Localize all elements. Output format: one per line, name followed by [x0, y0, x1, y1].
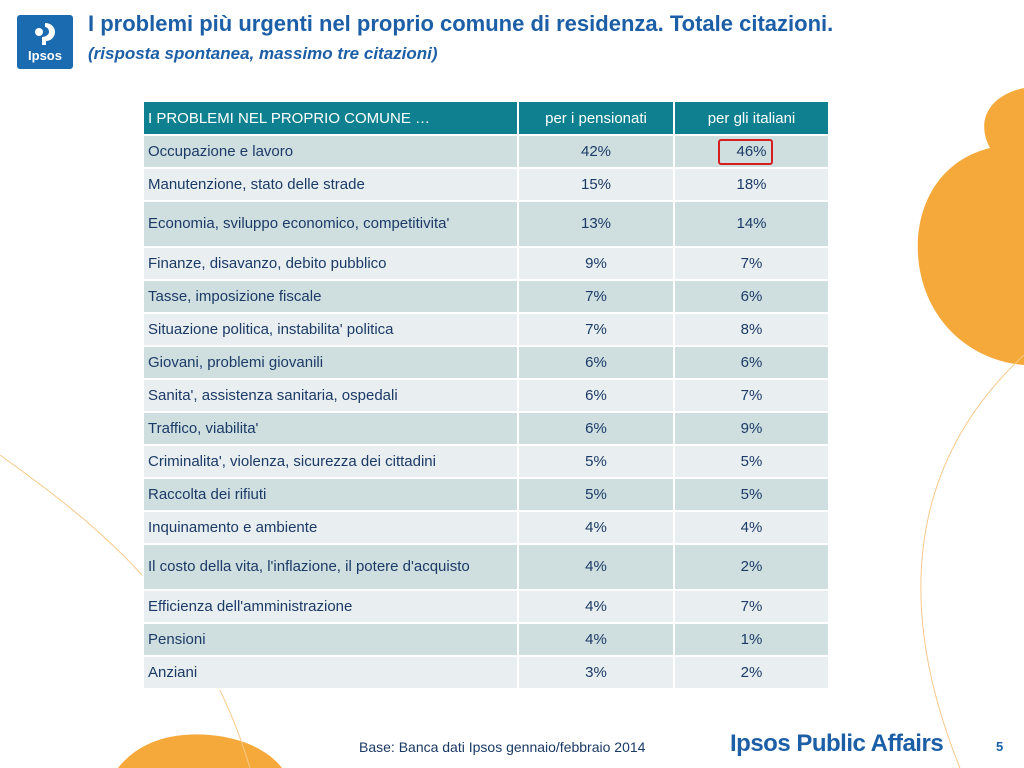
table-row: Economia, sviluppo economico, competitiv…	[142, 200, 830, 248]
table-row: Finanze, disavanzo, debito pubblico 9% 7%	[142, 246, 830, 281]
value-italiani: 7%	[673, 378, 830, 413]
row-label: Finanze, disavanzo, debito pubblico	[142, 246, 519, 281]
value-pensionati: 7%	[517, 312, 675, 347]
value-pensionati: 15%	[517, 167, 675, 202]
orange-blob	[917, 88, 1024, 365]
row-label: Traffico, viabilita'	[142, 411, 519, 446]
value-italiani: 2%	[673, 543, 830, 591]
row-label: Raccolta dei rifiuti	[142, 477, 519, 512]
decorative-curve	[0, 454, 251, 768]
value-pensionati: 4%	[517, 622, 675, 657]
table-header-row: I PROBLEMI NEL PROPRIO COMUNE … per i pe…	[142, 100, 830, 136]
value-italiani: 8%	[673, 312, 830, 347]
row-label: Tasse, imposizione fiscale	[142, 279, 519, 314]
value-pensionati: 42%	[517, 134, 675, 169]
table-row: Raccolta dei rifiuti 5% 5%	[142, 477, 830, 512]
column-header-italiani: per gli italiani	[673, 100, 830, 136]
ipsos-logo-icon	[35, 23, 55, 45]
row-label: Efficienza dell'amministrazione	[142, 589, 519, 624]
orange-blob-bottom	[118, 734, 282, 768]
value-italiani: 1%	[673, 622, 830, 657]
highlight-box	[718, 139, 773, 165]
table-row: Traffico, viabilita' 6% 9%	[142, 411, 830, 446]
page-number: 5	[996, 739, 1004, 754]
row-label: Economia, sviluppo economico, competitiv…	[142, 200, 519, 248]
table-row: Situazione politica, instabilita' politi…	[142, 312, 830, 347]
value-pensionati: 3%	[517, 655, 675, 690]
row-label: Situazione politica, instabilita' politi…	[142, 312, 519, 347]
problems-table: I PROBLEMI NEL PROPRIO COMUNE … per i pe…	[142, 100, 830, 690]
value-pensionati: 6%	[517, 378, 675, 413]
value-pensionati: 9%	[517, 246, 675, 281]
value-pensionati: 5%	[517, 477, 675, 512]
row-label: Criminalita', violenza, sicurezza dei ci…	[142, 444, 519, 479]
source-note: Base: Banca dati Ipsos gennaio/febbraio …	[359, 739, 646, 755]
value-italiani: 7%	[673, 589, 830, 624]
value-italiani: 18%	[673, 167, 830, 202]
table-row: Efficienza dell'amministrazione 4% 7%	[142, 589, 830, 624]
value-pensionati: 7%	[517, 279, 675, 314]
value-italiani: 7%	[673, 246, 830, 281]
table-row: Anziani 3% 2%	[142, 655, 830, 690]
brand-wordmark: Ipsos Public Affairs	[730, 730, 944, 757]
value-italiani: 4%	[673, 510, 830, 545]
column-header-problem: I PROBLEMI NEL PROPRIO COMUNE …	[142, 100, 519, 136]
row-label: Anziani	[142, 655, 519, 690]
value-pensionati: 6%	[517, 345, 675, 380]
value-pensionati: 4%	[517, 510, 675, 545]
decorative-curve	[920, 354, 1024, 768]
table-row: Giovani, problemi giovanili 6% 6%	[142, 345, 830, 380]
value-italiani: 6%	[673, 279, 830, 314]
table-row: Occupazione e lavoro 42% 46%	[142, 134, 830, 169]
row-label: Sanita', assistenza sanitaria, ospedali	[142, 378, 519, 413]
logo-text: Ipsos	[28, 48, 62, 63]
value-italiani: 5%	[673, 477, 830, 512]
row-label: Pensioni	[142, 622, 519, 657]
table-row: Criminalita', violenza, sicurezza dei ci…	[142, 444, 830, 479]
value-italiani: 5%	[673, 444, 830, 479]
value-italiani: 9%	[673, 411, 830, 446]
value-pensionati: 6%	[517, 411, 675, 446]
page-title: I problemi più urgenti nel proprio comun…	[88, 11, 834, 36]
row-label: Manutenzione, stato delle strade	[142, 167, 519, 202]
value-pensionati: 4%	[517, 543, 675, 591]
table-row: Inquinamento e ambiente 4% 4%	[142, 510, 830, 545]
row-label: Il costo della vita, l'inflazione, il po…	[142, 543, 519, 591]
value-pensionati: 13%	[517, 200, 675, 248]
value-italiani: 6%	[673, 345, 830, 380]
table-row: Pensioni 4% 1%	[142, 622, 830, 657]
column-header-pensionati: per i pensionati	[517, 100, 675, 136]
value-pensionati: 5%	[517, 444, 675, 479]
row-label: Occupazione e lavoro	[142, 134, 519, 169]
ipsos-logo: Ipsos	[17, 15, 73, 69]
value-italiani: 14%	[673, 200, 830, 248]
value-pensionati: 4%	[517, 589, 675, 624]
table-row: Tasse, imposizione fiscale 7% 6%	[142, 279, 830, 314]
value-italiani: 2%	[673, 655, 830, 690]
table-row: Manutenzione, stato delle strade 15% 18%	[142, 167, 830, 202]
row-label: Inquinamento e ambiente	[142, 510, 519, 545]
table-row: Sanita', assistenza sanitaria, ospedali 6…	[142, 378, 830, 413]
page-subtitle: (risposta spontanea, massimo tre citazio…	[88, 44, 438, 63]
table-row: Il costo della vita, l'inflazione, il po…	[142, 543, 830, 591]
row-label: Giovani, problemi giovanili	[142, 345, 519, 380]
